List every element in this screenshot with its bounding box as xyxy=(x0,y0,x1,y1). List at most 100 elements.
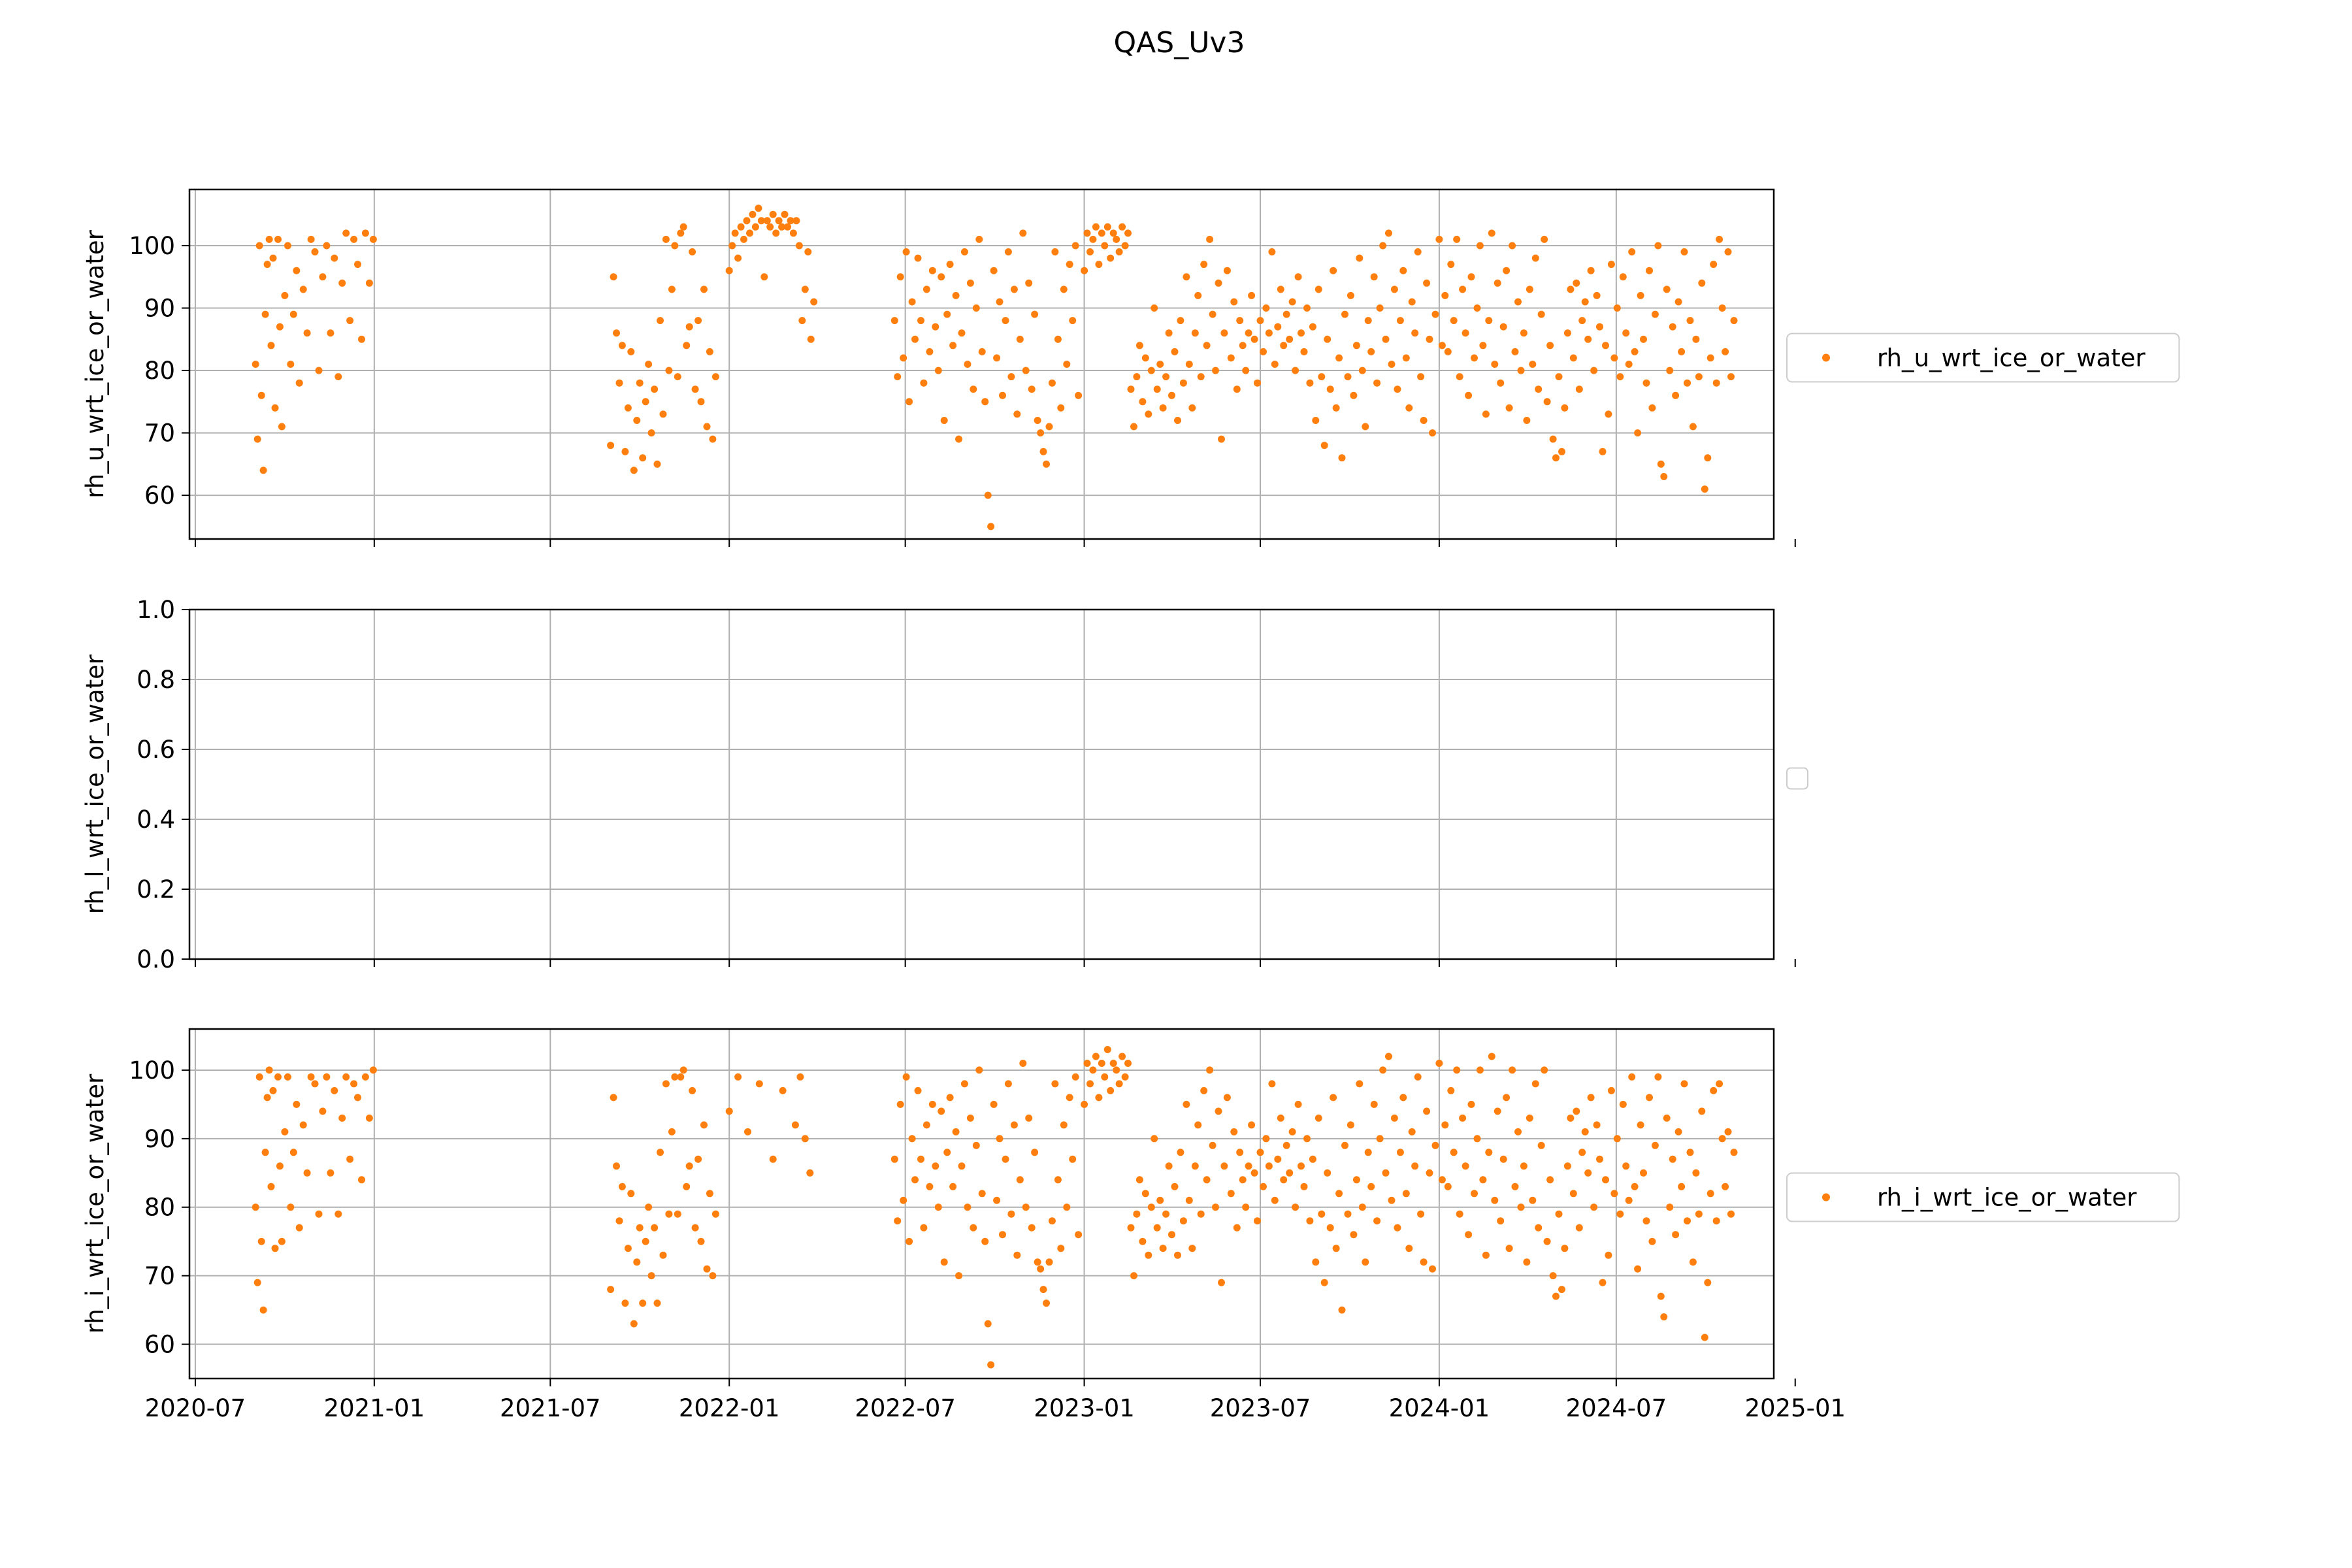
data-point xyxy=(1541,235,1548,243)
data-point xyxy=(1462,329,1469,337)
data-point xyxy=(1069,1155,1077,1163)
data-point xyxy=(665,367,673,374)
data-point xyxy=(1103,223,1111,231)
data-point xyxy=(350,235,358,243)
data-point xyxy=(728,242,736,250)
data-point xyxy=(1727,373,1735,381)
data-point xyxy=(737,223,745,231)
data-point xyxy=(1526,286,1533,293)
data-point xyxy=(1637,1121,1644,1129)
data-point xyxy=(1417,1210,1425,1218)
data-point xyxy=(1710,1086,1718,1094)
data-point xyxy=(269,1086,277,1094)
data-point xyxy=(1517,1203,1525,1211)
legend: rh_u_wrt_ice_or_water xyxy=(1786,333,2180,383)
data-point xyxy=(1159,404,1167,412)
data-point xyxy=(955,435,962,443)
data-point xyxy=(1555,1210,1563,1218)
data-point xyxy=(1330,1094,1337,1102)
data-point xyxy=(1318,1210,1326,1218)
data-point xyxy=(1209,1141,1217,1149)
data-point xyxy=(278,423,286,431)
data-point xyxy=(662,1080,670,1088)
data-point xyxy=(1390,1114,1398,1122)
data-point xyxy=(1051,248,1059,255)
data-point xyxy=(299,1121,307,1129)
data-point xyxy=(1028,1224,1036,1232)
data-point xyxy=(1370,273,1378,281)
data-point xyxy=(1048,1217,1056,1225)
data-point xyxy=(1674,1128,1682,1135)
data-point xyxy=(932,1162,939,1170)
y-axis-label: rh_u_wrt_ice_or_water xyxy=(81,229,109,498)
data-point xyxy=(1634,429,1642,437)
data-point xyxy=(1727,1210,1735,1218)
data-point xyxy=(255,1073,263,1081)
data-point xyxy=(949,342,957,350)
x-tick-label: 2020-07 xyxy=(145,1394,246,1422)
data-point xyxy=(615,379,623,387)
data-point xyxy=(740,235,747,243)
data-point xyxy=(703,423,711,431)
data-point xyxy=(1183,273,1190,281)
data-point xyxy=(1113,1066,1120,1074)
data-point xyxy=(999,1231,1006,1239)
data-point xyxy=(295,1224,303,1232)
data-point xyxy=(972,1141,980,1149)
data-point xyxy=(1431,310,1439,318)
data-point xyxy=(996,298,1004,306)
data-point xyxy=(978,348,986,355)
data-point xyxy=(1288,298,1296,306)
data-point xyxy=(763,217,771,225)
data-point xyxy=(1367,348,1375,355)
data-point xyxy=(999,391,1006,399)
data-point xyxy=(1092,1053,1100,1060)
data-point xyxy=(342,1073,350,1081)
data-point xyxy=(1555,373,1563,381)
data-point xyxy=(1174,417,1181,424)
legend-marker xyxy=(1822,1193,1830,1201)
data-point xyxy=(757,217,765,225)
data-point xyxy=(1535,385,1543,393)
data-point xyxy=(1083,229,1091,237)
data-point xyxy=(1563,1162,1571,1170)
data-point xyxy=(1227,1190,1235,1198)
data-point xyxy=(685,1162,693,1170)
data-point xyxy=(1558,1286,1565,1294)
data-point xyxy=(1113,235,1120,243)
data-point xyxy=(1640,1169,1647,1177)
data-point xyxy=(653,460,661,468)
data-point xyxy=(1429,429,1436,437)
data-point xyxy=(964,361,972,368)
data-point xyxy=(615,1217,623,1225)
scatter-points xyxy=(252,1046,1738,1369)
data-point xyxy=(1230,1128,1238,1135)
data-point xyxy=(926,1183,934,1190)
data-point xyxy=(1230,298,1238,306)
data-point xyxy=(645,1203,653,1211)
data-point xyxy=(694,317,702,325)
data-point xyxy=(1212,1203,1219,1211)
data-point xyxy=(668,1128,676,1135)
data-point xyxy=(993,1196,1001,1204)
data-point xyxy=(1039,1286,1047,1294)
data-point xyxy=(1590,1203,1598,1211)
data-point xyxy=(1593,291,1601,299)
data-point xyxy=(621,1299,629,1307)
data-point xyxy=(1441,291,1449,299)
data-point xyxy=(1575,1224,1583,1232)
data-point xyxy=(1689,1258,1697,1266)
data-point xyxy=(1010,286,1018,293)
data-point xyxy=(1435,1060,1443,1067)
data-point xyxy=(1388,361,1396,368)
data-point xyxy=(1704,454,1712,462)
data-point xyxy=(755,204,762,212)
y-tick-label: 80 xyxy=(144,357,175,385)
data-point xyxy=(938,1107,945,1115)
data-point xyxy=(319,1107,327,1115)
data-point xyxy=(940,1258,948,1266)
data-point xyxy=(1286,1169,1294,1177)
data-point xyxy=(972,304,980,312)
data-point xyxy=(1086,1080,1094,1088)
y-tick-label: 80 xyxy=(144,1194,175,1222)
